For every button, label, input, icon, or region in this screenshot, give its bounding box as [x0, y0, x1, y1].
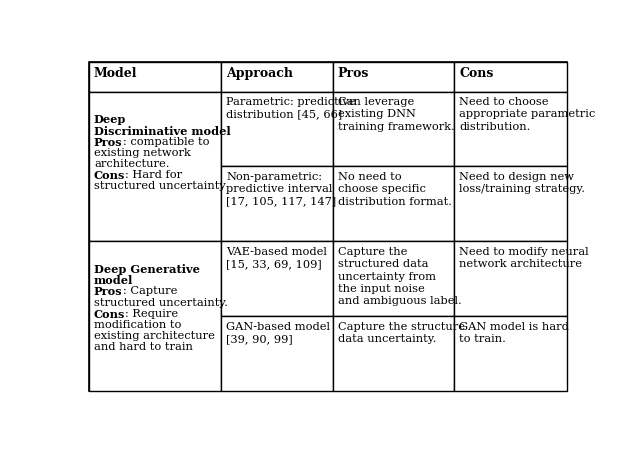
Text: Parametric: predictive
distribution [45, 66]: Parametric: predictive distribution [45,… [227, 97, 356, 119]
Bar [454, 92, 567, 167]
Bar [89, 63, 221, 92]
Bar [454, 242, 567, 316]
Text: Discriminative model: Discriminative model [94, 125, 230, 136]
Text: : Capture: : Capture [122, 286, 177, 296]
Text: : Hard for: : Hard for [125, 170, 182, 180]
Text: Cons: Cons [460, 67, 494, 80]
Bar [221, 316, 333, 391]
Text: : Require: : Require [125, 308, 179, 318]
Text: No need to
choose specific
distribution format.: No need to choose specific distribution … [338, 171, 452, 206]
Text: Can leverage
existing DNN
training framework.: Can leverage existing DNN training frame… [338, 97, 454, 132]
Bar [89, 92, 221, 242]
Text: Non-parametric:
predictive interval
[17, 105, 117, 147]: Non-parametric: predictive interval [17,… [227, 171, 337, 206]
Text: existing architecture: existing architecture [94, 330, 215, 340]
Text: model: model [94, 275, 133, 285]
Text: GAN-based model
[39, 90, 99]: GAN-based model [39, 90, 99] [227, 321, 330, 343]
Bar [89, 242, 221, 391]
Text: VAE-based model
[15, 33, 69, 109]: VAE-based model [15, 33, 69, 109] [227, 246, 327, 268]
Text: Need to modify neural
network architecture: Need to modify neural network architectu… [460, 246, 589, 268]
Text: GAN model is hard
to train.: GAN model is hard to train. [460, 321, 570, 343]
Text: existing network: existing network [94, 147, 191, 157]
Text: Deep: Deep [94, 114, 126, 125]
Bar [333, 92, 454, 167]
Text: modification to: modification to [94, 319, 181, 329]
Text: : compatible to: : compatible to [122, 136, 209, 147]
Text: structured uncertainty: structured uncertainty [94, 181, 226, 191]
Bar [333, 242, 454, 316]
Text: Deep Generative: Deep Generative [94, 263, 200, 275]
Bar [221, 63, 333, 92]
Text: Need to choose
appropriate parametric
distribution.: Need to choose appropriate parametric di… [460, 97, 596, 132]
Text: Model: Model [94, 67, 138, 80]
Bar [333, 316, 454, 391]
Text: Pros: Pros [94, 136, 122, 147]
Text: structured uncertainty.: structured uncertainty. [94, 297, 228, 307]
Text: and hard to train: and hard to train [94, 341, 193, 351]
Text: Approach: Approach [227, 67, 293, 80]
Bar [221, 242, 333, 316]
Text: Cons: Cons [94, 308, 125, 319]
Text: Pros: Pros [338, 67, 369, 80]
Text: Cons: Cons [94, 170, 125, 181]
Text: Capture the structure
data uncertainty.: Capture the structure data uncertainty. [338, 321, 465, 343]
Text: architecture.: architecture. [94, 159, 170, 169]
Bar [454, 63, 567, 92]
Bar [454, 316, 567, 391]
Text: Capture the
structured data
uncertainty from
the input noise
and ambiguous label: Capture the structured data uncertainty … [338, 246, 461, 306]
Bar [221, 167, 333, 242]
Text: Need to design new
loss/training strategy.: Need to design new loss/training strateg… [460, 171, 586, 194]
Bar [333, 63, 454, 92]
Bar [333, 167, 454, 242]
Bar [221, 92, 333, 167]
Text: Pros: Pros [94, 286, 122, 297]
Bar [454, 167, 567, 242]
